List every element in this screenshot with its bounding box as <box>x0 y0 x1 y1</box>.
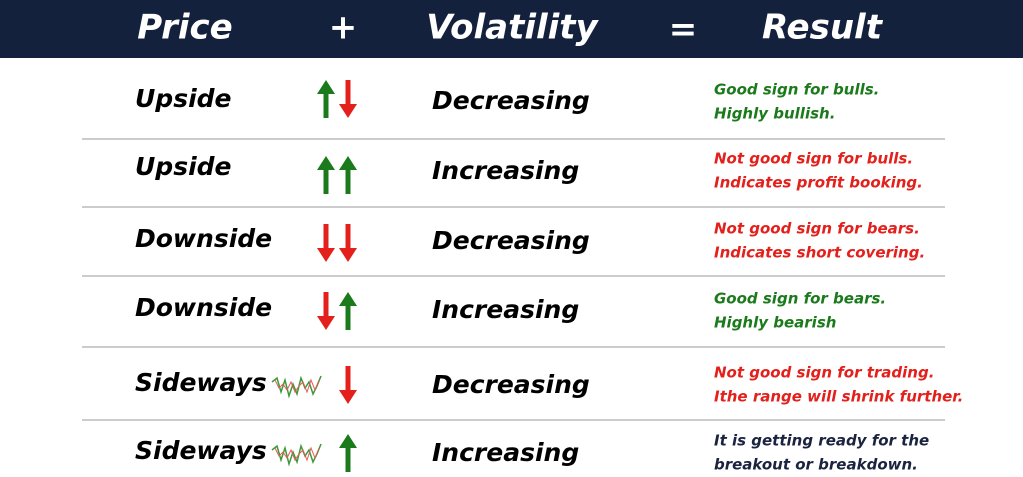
arrow-up <box>317 156 335 194</box>
header-volatility: Volatility <box>426 8 599 48</box>
result-line: Highly bullish. <box>714 105 835 123</box>
result-line: Not good sign for trading. <box>714 364 934 382</box>
result-line: Good sign for bears. <box>714 290 886 308</box>
header-price: Price <box>137 8 233 48</box>
arrow-up <box>339 156 357 194</box>
arrow-up <box>339 434 357 472</box>
result-line: Highly bearish <box>714 314 836 332</box>
price: Downside <box>135 224 272 253</box>
header-plus: + <box>329 8 358 48</box>
arrow-down <box>317 224 335 262</box>
volatility: Increasing <box>432 295 579 324</box>
header-result: Result <box>762 8 884 48</box>
result-line: Indicates short covering. <box>714 244 925 262</box>
price: Sideways <box>135 368 267 397</box>
sideways-wave <box>271 443 322 465</box>
arrow-down <box>339 366 357 404</box>
price: Downside <box>135 293 272 322</box>
volatility: Decreasing <box>432 370 590 399</box>
sideways-wave <box>271 375 322 397</box>
header-equals: = <box>669 10 698 50</box>
result-line: Ithe range will shrink further. <box>714 388 963 406</box>
result-line: Indicates profit booking. <box>714 174 923 192</box>
result-line: Good sign for bulls. <box>714 81 879 99</box>
arrow-down <box>317 292 335 330</box>
result-line: breakout or breakdown. <box>714 456 918 474</box>
result-line: It is getting ready for the <box>714 432 929 450</box>
header-band <box>0 0 1023 58</box>
arrow-up <box>317 80 335 118</box>
price: Sideways <box>135 436 267 465</box>
arrow-up <box>339 292 357 330</box>
price: Upside <box>135 152 232 181</box>
arrow-down <box>339 224 357 262</box>
volatility: Decreasing <box>432 86 590 115</box>
volatility: Increasing <box>432 156 579 185</box>
volatility: Decreasing <box>432 226 590 255</box>
result-line: Not good sign for bears. <box>714 220 920 238</box>
result-line: Not good sign for bulls. <box>714 150 913 168</box>
price: Upside <box>135 84 232 113</box>
arrow-down <box>339 80 357 118</box>
volatility: Increasing <box>432 438 579 467</box>
